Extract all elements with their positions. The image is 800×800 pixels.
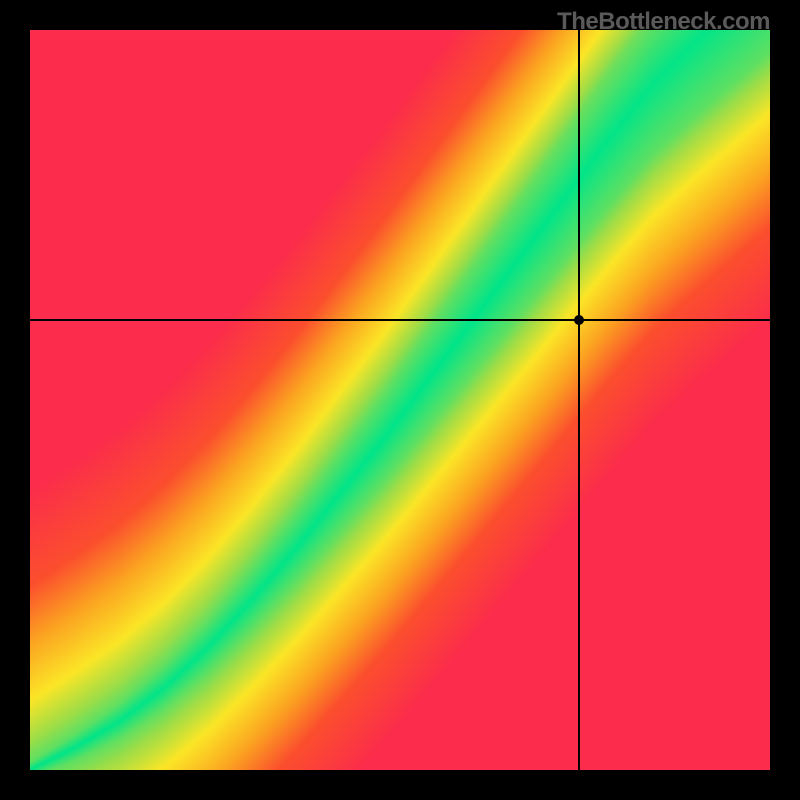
watermark-text: TheBottleneck.com xyxy=(557,8,770,36)
crosshair-vertical xyxy=(578,30,580,770)
crosshair-horizontal xyxy=(30,319,770,321)
crosshair-marker xyxy=(574,315,584,325)
chart-container: TheBottleneck.com xyxy=(0,0,800,800)
heatmap-canvas xyxy=(30,30,770,770)
heatmap-plot xyxy=(30,30,770,770)
